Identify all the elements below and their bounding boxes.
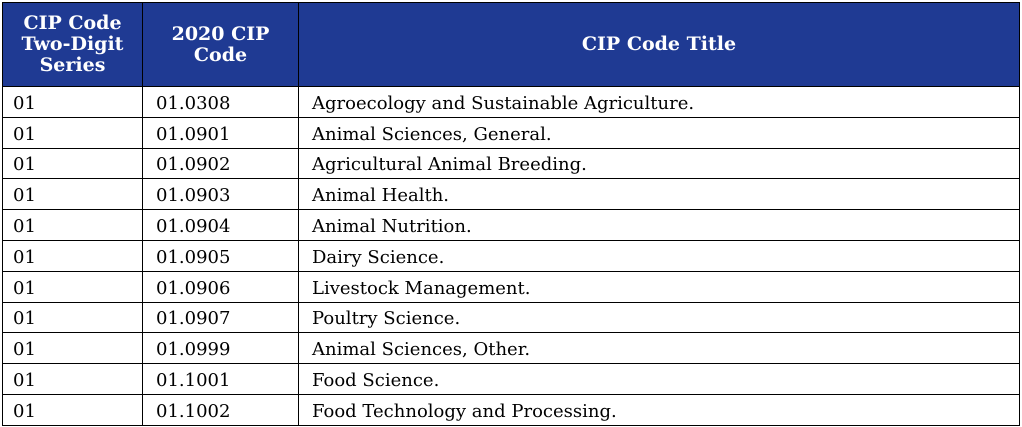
cell-cip-title: Agroecology and Sustainable Agriculture.	[298, 86, 1020, 118]
cell-cip-title: Animal Sciences, Other.	[298, 332, 1020, 365]
cell-series: 01	[2, 393, 143, 426]
header-line: CIP Code Title	[581, 33, 737, 55]
cell-cip-code: 01.0999	[142, 332, 299, 365]
cell-cip-title: Food Technology and Processing.	[298, 393, 1020, 426]
cell-cip-code: 01.0907	[142, 301, 299, 334]
table-row: 01 01.0999 Animal Sciences, Other.	[2, 332, 1020, 365]
cell-series: 01	[2, 116, 143, 149]
cell-series: 01	[2, 363, 143, 395]
table-row: 01 01.0903 Animal Health.	[2, 178, 1020, 211]
header-line: 2020 CIP	[171, 22, 270, 45]
cell-cip-title: Animal Sciences, General.	[298, 116, 1020, 149]
cell-cip-title: Agricultural Animal Breeding.	[298, 147, 1020, 180]
cell-series: 01	[2, 301, 143, 334]
header-line: CIP Code	[23, 12, 122, 34]
cell-series: 01	[2, 270, 143, 303]
table-row: 01 01.1002 Food Technology and Processing.	[2, 393, 1020, 426]
cell-cip-code: 01.0902	[142, 147, 299, 180]
cell-cip-code: 01.0905	[142, 239, 299, 272]
cell-cip-title: Animal Nutrition.	[298, 209, 1020, 241]
table-header: CIP Code Two-Digit Series 2020 CIP Code …	[2, 2, 1020, 87]
header-cip-code-title: CIP Code Title	[298, 2, 1020, 87]
table-body: 01 01.0308 Agroecology and Sustainable Agr…	[2, 86, 1020, 426]
cell-cip-code: 01.0901	[142, 116, 299, 149]
cell-cip-code: 01.1002	[142, 393, 299, 426]
header-row: CIP Code Two-Digit Series 2020 CIP Code …	[2, 2, 1020, 87]
table-row: 01 01.1001 Food Science.	[2, 363, 1020, 395]
table-row: 01 01.0901 Animal Sciences, General.	[2, 116, 1020, 149]
cell-series: 01	[2, 86, 143, 118]
cell-cip-title: Animal Health.	[298, 178, 1020, 211]
cell-series: 01	[2, 209, 143, 241]
cell-series: 01	[2, 332, 143, 365]
cell-cip-code: 01.0904	[142, 209, 299, 241]
table-row: 01 01.0308 Agroecology and Sustainable Agr…	[2, 86, 1020, 118]
table-row: 01 01.0904 Animal Nutrition.	[2, 209, 1020, 241]
cell-cip-title: Food Science.	[298, 363, 1020, 395]
cell-cip-code: 01.0906	[142, 270, 299, 303]
cell-series: 01	[2, 239, 143, 272]
table-row: 01 01.0905 Dairy Science.	[2, 239, 1020, 272]
header-line: Code	[193, 43, 248, 66]
table-row: 01 01.0906 Livestock Management.	[2, 270, 1020, 303]
cell-cip-code: 01.1001	[142, 363, 299, 395]
cell-cip-code: 01.0308	[142, 86, 299, 118]
header-2020-cip-code: 2020 CIP Code	[142, 2, 299, 87]
cell-cip-title: Livestock Management.	[298, 270, 1020, 303]
cell-series: 01	[2, 147, 143, 180]
header-line: Series	[39, 54, 106, 76]
header-line: Two-Digit	[21, 33, 124, 55]
cell-cip-title: Dairy Science.	[298, 239, 1020, 272]
cell-cip-code: 01.0903	[142, 178, 299, 211]
table-row: 01 01.0902 Agricultural Animal Breeding.	[2, 147, 1020, 180]
table-row: 01 01.0907 Poultry Science.	[2, 301, 1020, 334]
cell-series: 01	[2, 178, 143, 211]
cell-cip-title: Poultry Science.	[298, 301, 1020, 334]
header-two-digit-series: CIP Code Two-Digit Series	[2, 2, 143, 87]
